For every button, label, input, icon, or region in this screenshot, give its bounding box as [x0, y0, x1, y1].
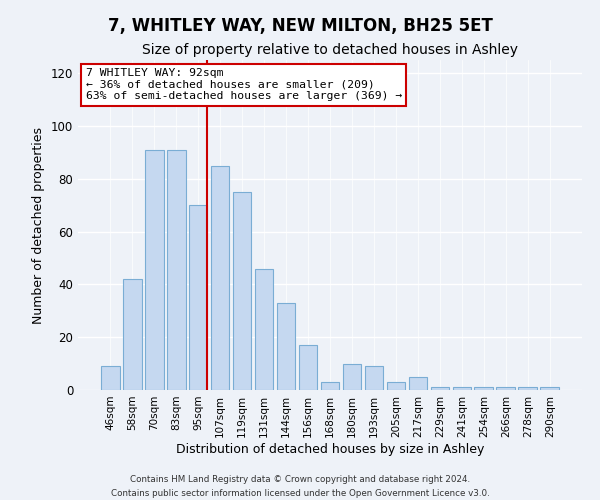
Bar — [541, 388, 559, 390]
Bar — [518, 388, 537, 390]
Bar — [496, 388, 515, 390]
Bar — [167, 150, 185, 390]
Bar — [343, 364, 361, 390]
Bar — [145, 150, 164, 390]
Text: 7, WHITLEY WAY, NEW MILTON, BH25 5ET: 7, WHITLEY WAY, NEW MILTON, BH25 5ET — [107, 18, 493, 36]
Text: 7 WHITLEY WAY: 92sqm
← 36% of detached houses are smaller (209)
63% of semi-deta: 7 WHITLEY WAY: 92sqm ← 36% of detached h… — [86, 68, 402, 102]
Text: Contains HM Land Registry data © Crown copyright and database right 2024.
Contai: Contains HM Land Registry data © Crown c… — [110, 476, 490, 498]
Bar — [277, 303, 295, 390]
Bar — [255, 268, 274, 390]
Bar — [101, 366, 119, 390]
Bar — [431, 388, 449, 390]
X-axis label: Distribution of detached houses by size in Ashley: Distribution of detached houses by size … — [176, 442, 484, 456]
Bar — [211, 166, 229, 390]
Bar — [233, 192, 251, 390]
Bar — [189, 205, 208, 390]
Bar — [365, 366, 383, 390]
Bar — [123, 279, 142, 390]
Bar — [475, 388, 493, 390]
Bar — [386, 382, 405, 390]
Bar — [299, 345, 317, 390]
Title: Size of property relative to detached houses in Ashley: Size of property relative to detached ho… — [142, 44, 518, 58]
Bar — [320, 382, 340, 390]
Bar — [452, 388, 471, 390]
Y-axis label: Number of detached properties: Number of detached properties — [32, 126, 45, 324]
Bar — [409, 377, 427, 390]
